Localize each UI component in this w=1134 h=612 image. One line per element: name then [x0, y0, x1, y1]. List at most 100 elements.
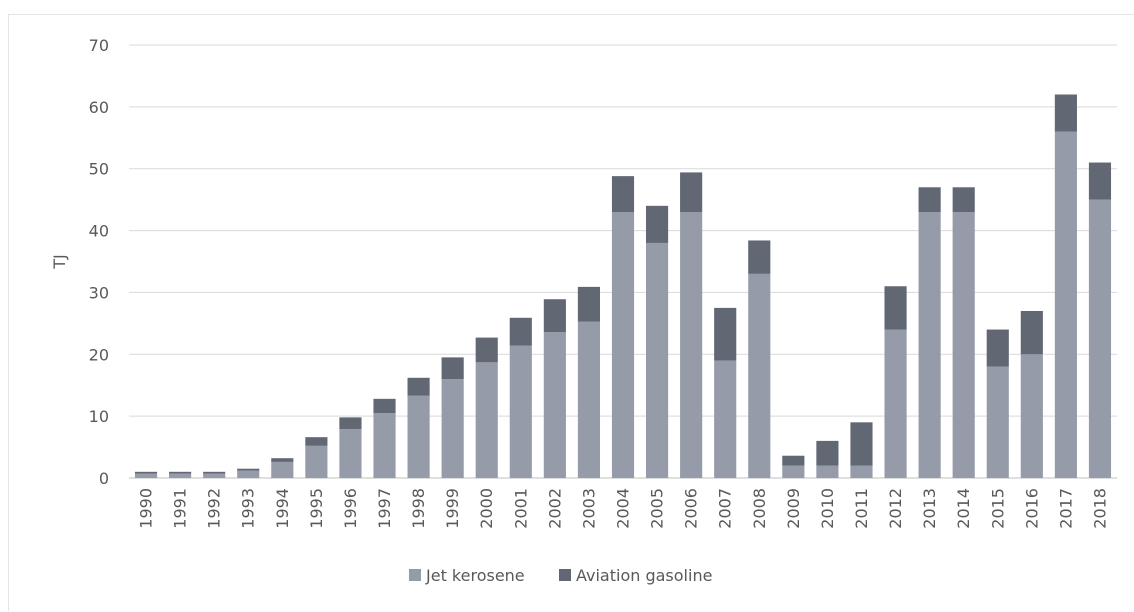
bar-aviation-gasoline [918, 187, 941, 213]
x-axis-ticks: 1990 1991 1992 1993 1994 1995 1996 1997 1998 1999… [137, 488, 1110, 529]
bar-aviation-gasoline [339, 417, 362, 430]
legend-swatch-aviation-gasoline [559, 569, 571, 581]
bar-jet-kerosene [850, 465, 873, 478]
bar-jet-kerosene [748, 273, 771, 478]
y-tick-label: 20 [89, 345, 109, 364]
x-tick-label: 1995 [307, 488, 326, 529]
bar-jet-kerosene [680, 212, 703, 478]
bar-aviation-gasoline [237, 468, 260, 471]
x-tick-label: 2017 [1056, 488, 1075, 529]
bar-jet-kerosene [237, 470, 260, 478]
bar-jet-kerosene [203, 473, 226, 478]
bar-jet-kerosene [509, 345, 532, 478]
x-tick-label: 2000 [477, 488, 496, 529]
bar-aviation-gasoline [441, 357, 464, 380]
y-tick-label: 60 [89, 98, 109, 117]
bar-jet-kerosene [441, 379, 464, 478]
bar-jet-kerosene [611, 212, 635, 478]
x-tick-label: 1992 [205, 488, 224, 529]
bar-aviation-gasoline [169, 471, 192, 474]
x-tick-label: 1991 [171, 488, 190, 529]
bar-aviation-gasoline [680, 172, 703, 213]
legend-swatch-jet-kerosene [409, 569, 421, 581]
bar-aviation-gasoline [577, 286, 601, 322]
x-tick-label: 1993 [239, 488, 258, 529]
x-tick-label: 1997 [375, 488, 394, 529]
bar-aviation-gasoline [1088, 162, 1112, 200]
x-tick-label: 1996 [341, 488, 360, 529]
bar-jet-kerosene [475, 362, 498, 478]
bar-jet-kerosene [714, 360, 737, 478]
bar-aviation-gasoline [509, 317, 532, 346]
x-tick-label: 1994 [273, 488, 292, 529]
bar-aviation-gasoline [1054, 94, 1077, 132]
x-tick-label: 2011 [852, 488, 871, 529]
bar-aviation-gasoline [714, 307, 737, 361]
y-tick-label: 0 [99, 469, 109, 488]
x-tick-label: 2005 [648, 488, 667, 529]
x-tick-label: 2007 [716, 488, 735, 529]
x-tick-label: 2003 [579, 488, 598, 529]
bar-aviation-gasoline [986, 329, 1009, 367]
x-tick-label: 2010 [818, 488, 837, 529]
bar-aviation-gasoline [543, 299, 566, 333]
x-tick-label: 2006 [682, 488, 701, 529]
bar-jet-kerosene [134, 473, 158, 478]
x-tick-label: 2014 [954, 488, 973, 529]
legend: Jet kerosene Aviation gasoline [409, 566, 712, 585]
x-tick-label: 2004 [614, 488, 633, 529]
x-tick-label: 2013 [920, 488, 939, 529]
x-tick-label: 2009 [784, 488, 803, 529]
bar-aviation-gasoline [850, 422, 873, 466]
x-tick-label: 2015 [988, 488, 1007, 529]
bars [134, 94, 1112, 478]
bar-jet-kerosene [1088, 199, 1112, 478]
legend-label-jet-kerosene: Jet kerosene [425, 566, 525, 585]
y-tick-label: 10 [89, 407, 109, 426]
bar-jet-kerosene [1020, 354, 1043, 478]
bar-jet-kerosene [952, 212, 975, 478]
bar-aviation-gasoline [271, 458, 294, 462]
bar-aviation-gasoline [1020, 310, 1043, 355]
bar-aviation-gasoline [203, 471, 226, 474]
bar-jet-kerosene [271, 461, 294, 478]
bar-aviation-gasoline [816, 440, 839, 466]
bar-jet-kerosene [986, 366, 1009, 478]
bar-jet-kerosene [918, 212, 941, 478]
y-axis-ticks: 0 10 20 30 40 50 60 70 [89, 36, 109, 488]
bar-aviation-gasoline [884, 286, 907, 330]
bar-aviation-gasoline [645, 205, 669, 243]
x-tick-label: 2012 [886, 488, 905, 529]
y-tick-label: 30 [89, 283, 109, 302]
x-tick-label: 1999 [443, 488, 462, 529]
stacked-bar-chart: 0 10 20 30 40 50 60 70 1990 1991 1992 1993 1994 1995… [50, 36, 1117, 585]
bar-aviation-gasoline [407, 377, 430, 396]
bar-jet-kerosene [305, 445, 328, 478]
y-tick-label: 40 [89, 222, 109, 241]
bar-jet-kerosene [782, 465, 805, 478]
bar-aviation-gasoline [475, 337, 498, 363]
bar-jet-kerosene [543, 332, 566, 478]
bar-jet-kerosene [577, 321, 601, 478]
bar-aviation-gasoline [748, 240, 771, 274]
bar-aviation-gasoline [782, 455, 805, 466]
bar-jet-kerosene [645, 242, 669, 478]
bar-jet-kerosene [1054, 131, 1077, 478]
y-axis-title: TJ [50, 254, 69, 270]
y-tick-label: 70 [89, 36, 109, 55]
bar-aviation-gasoline [373, 398, 396, 414]
x-tick-label: 2002 [545, 488, 564, 529]
bar-jet-kerosene [169, 473, 192, 478]
bar-jet-kerosene [884, 329, 907, 478]
bar-jet-kerosene [816, 465, 839, 478]
legend-label-aviation-gasoline: Aviation gasoline [576, 566, 712, 585]
bar-aviation-gasoline [611, 176, 635, 213]
bar-jet-kerosene [407, 395, 430, 478]
x-tick-label: 2001 [511, 488, 530, 529]
bar-aviation-gasoline [134, 471, 158, 474]
x-tick-label: 2008 [750, 488, 769, 529]
bar-aviation-gasoline [952, 187, 975, 213]
bar-jet-kerosene [373, 413, 396, 478]
bar-aviation-gasoline [305, 437, 328, 446]
chart-frame: 0 10 20 30 40 50 60 70 1990 1991 1992 1993 1994 1995… [8, 14, 1134, 611]
